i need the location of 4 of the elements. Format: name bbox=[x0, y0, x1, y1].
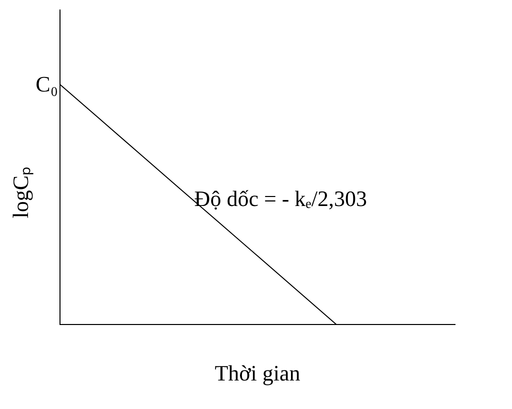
y-axis-title: logCₚ bbox=[8, 166, 34, 218]
x-axis-title: Thời gian bbox=[214, 360, 300, 386]
text: C₀ bbox=[36, 71, 58, 96]
annotation: Độ dốc = - kₑ/2,303 bbox=[194, 186, 367, 212]
